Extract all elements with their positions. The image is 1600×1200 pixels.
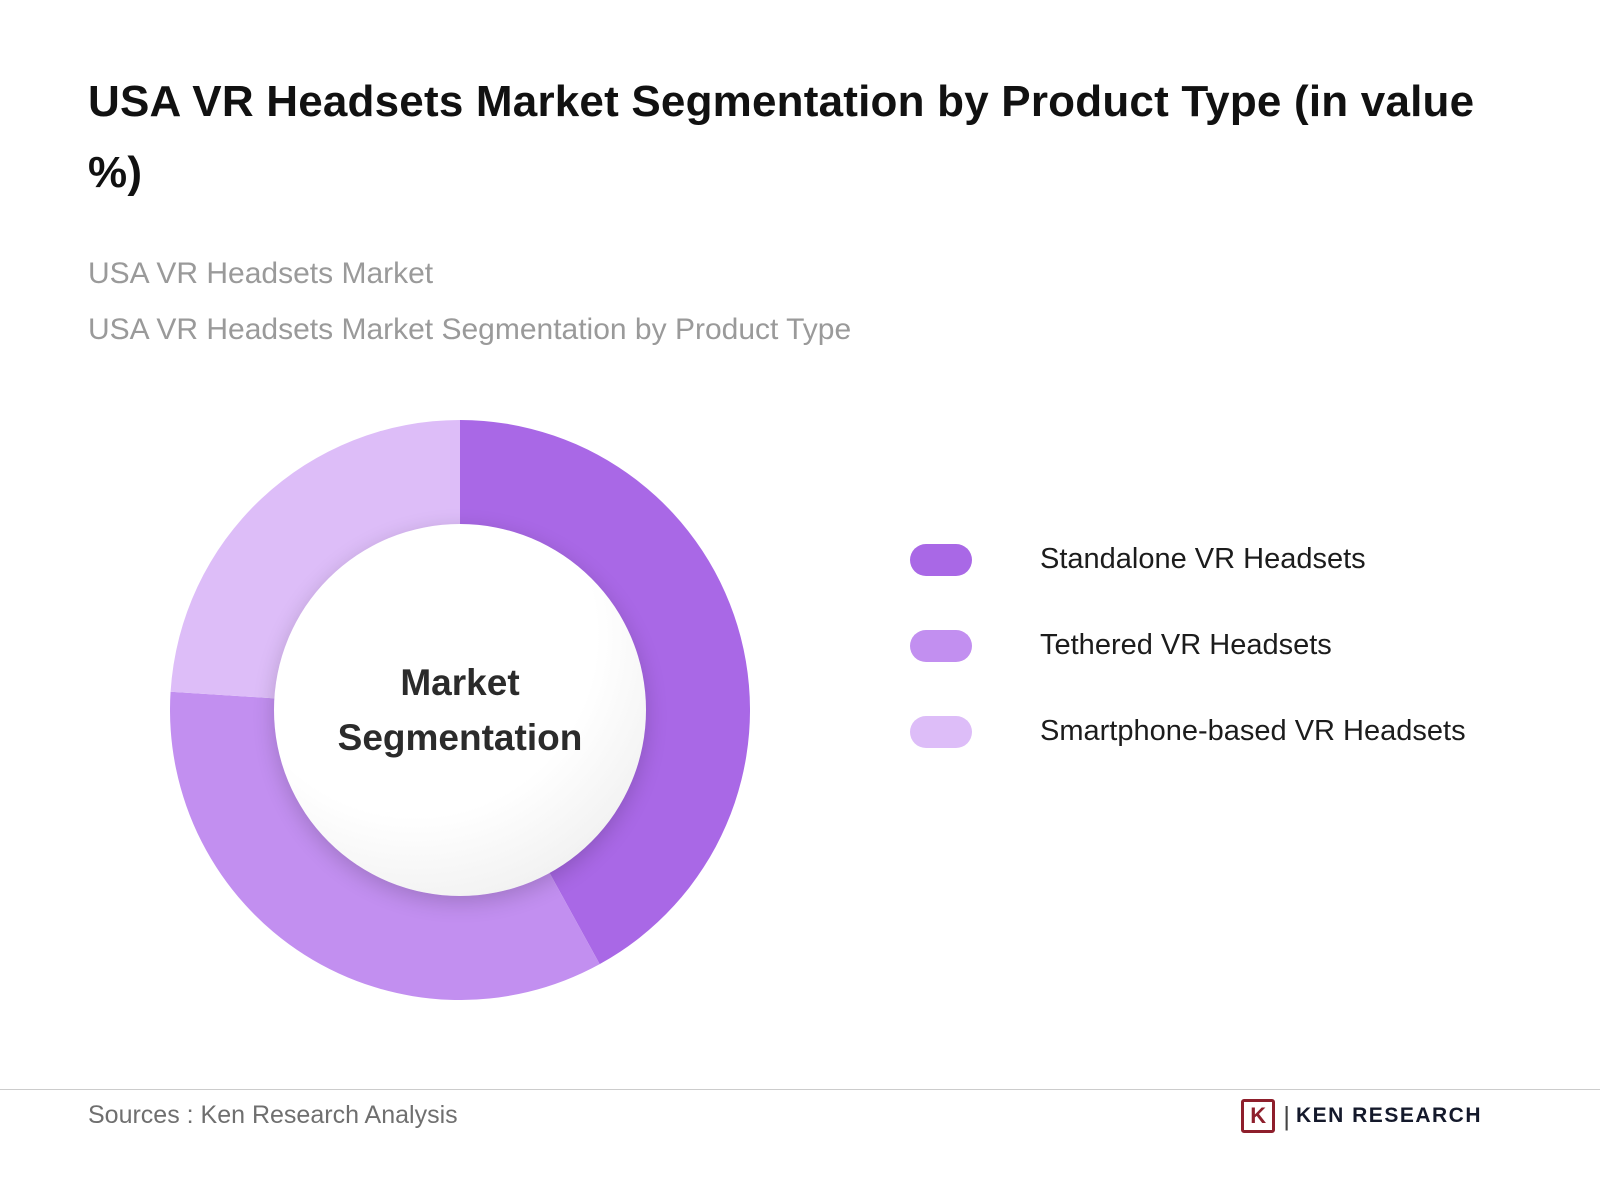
logo-separator: | [1283, 1100, 1290, 1131]
donut-chart: Market Segmentation [170, 420, 750, 1000]
legend-label-tethered: Tethered VR Headsets [1040, 629, 1332, 661]
donut-center-label: Market Segmentation [337, 661, 583, 759]
legend-item-smartphone: Smartphone-based VR Headsets [910, 715, 1466, 748]
donut-center-circle: Market Segmentation [274, 524, 646, 896]
legend-label-standalone: Standalone VR Headsets [1040, 543, 1366, 575]
page-title: USA VR Headsets Market Segmentation by P… [88, 77, 1475, 198]
subtitle-block: USA VR Headsets Market USA VR Headsets M… [88, 246, 1488, 357]
chart-legend: Standalone VR Headsets Tethered VR Heads… [910, 543, 1466, 801]
legend-item-tethered: Tethered VR Headsets [910, 629, 1466, 662]
legend-swatch-standalone [910, 543, 972, 576]
source-note: Sources : Ken Research Analysis [88, 1101, 458, 1129]
ken-research-logo-mark: K [1241, 1099, 1276, 1133]
legend-swatch-tethered [910, 629, 972, 662]
legend-label-smartphone: Smartphone-based VR Headsets [1040, 715, 1466, 747]
footer-divider [0, 1089, 1600, 1090]
subtitle-segmentation: USA VR Headsets Market Segmentation by P… [88, 312, 852, 346]
donut-rings [170, 420, 750, 1000]
donut-segment-0 [460, 420, 750, 965]
donut-segment-2 [170, 420, 460, 699]
ken-research-logo: K | KEN RESEARCH [1241, 1099, 1482, 1133]
subtitle-market: USA VR Headsets Market [88, 257, 434, 290]
ken-research-logo-text: KEN RESEARCH [1295, 1104, 1482, 1127]
legend-item-standalone: Standalone VR Headsets [910, 543, 1466, 576]
legend-swatch-smartphone [910, 715, 972, 748]
donut-segment-1 [170, 691, 600, 1000]
